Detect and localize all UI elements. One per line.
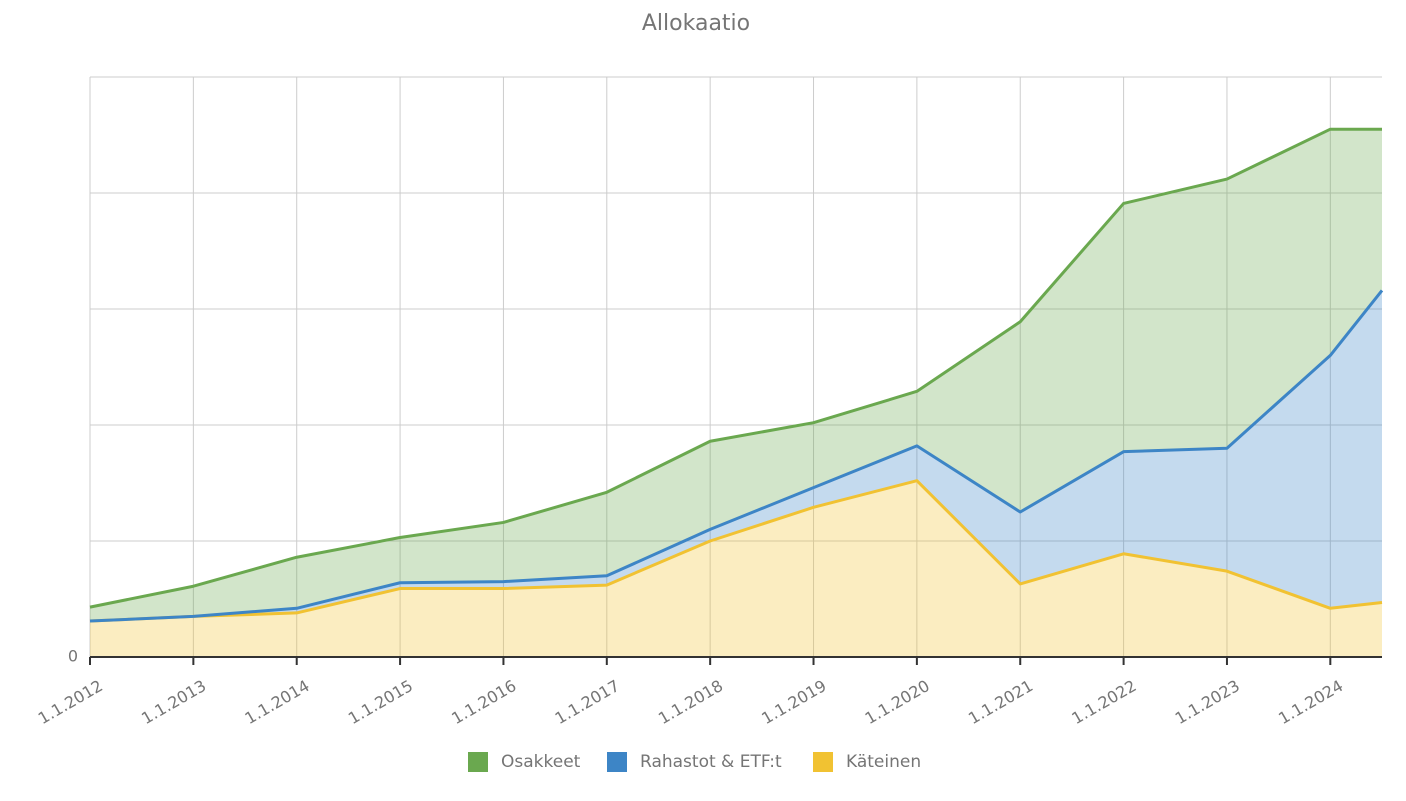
x-tick-label: 1.1.2023 (1172, 676, 1243, 728)
y-tick-label: 0 (68, 647, 78, 666)
x-tick-label: 1.1.2018 (655, 676, 726, 728)
x-tick-label: 1.1.2024 (1275, 676, 1346, 728)
x-tick-label: 1.1.2013 (138, 676, 209, 728)
legend-label: Rahastot & ETF:t (640, 752, 782, 772)
area (90, 480, 1382, 657)
legend-swatch (813, 752, 833, 772)
x-tick-label: 1.1.2020 (862, 676, 933, 728)
legend-label: Käteinen (846, 752, 921, 772)
legend-swatch (607, 752, 627, 772)
line (89, 127, 1382, 609)
x-tick-label: 1.1.2017 (552, 676, 623, 728)
x-tick-label: 1.1.2012 (35, 676, 106, 728)
line (89, 289, 1384, 623)
chart-title: Allokaatio (642, 11, 750, 36)
x-tick-label: 1.1.2014 (242, 676, 313, 728)
x-tick-label: 1.1.2015 (345, 676, 416, 728)
area (90, 290, 1382, 622)
area (90, 129, 1382, 622)
legend-label: Osakkeet (501, 752, 581, 772)
x-tick-label: 1.1.2021 (965, 676, 1036, 728)
x-tick-label: 1.1.2016 (448, 676, 519, 728)
x-tick-label: 1.1.2019 (758, 676, 829, 728)
x-tick-label: 1.1.2022 (1068, 676, 1139, 728)
line (89, 479, 1383, 623)
legend-swatch (468, 752, 488, 772)
